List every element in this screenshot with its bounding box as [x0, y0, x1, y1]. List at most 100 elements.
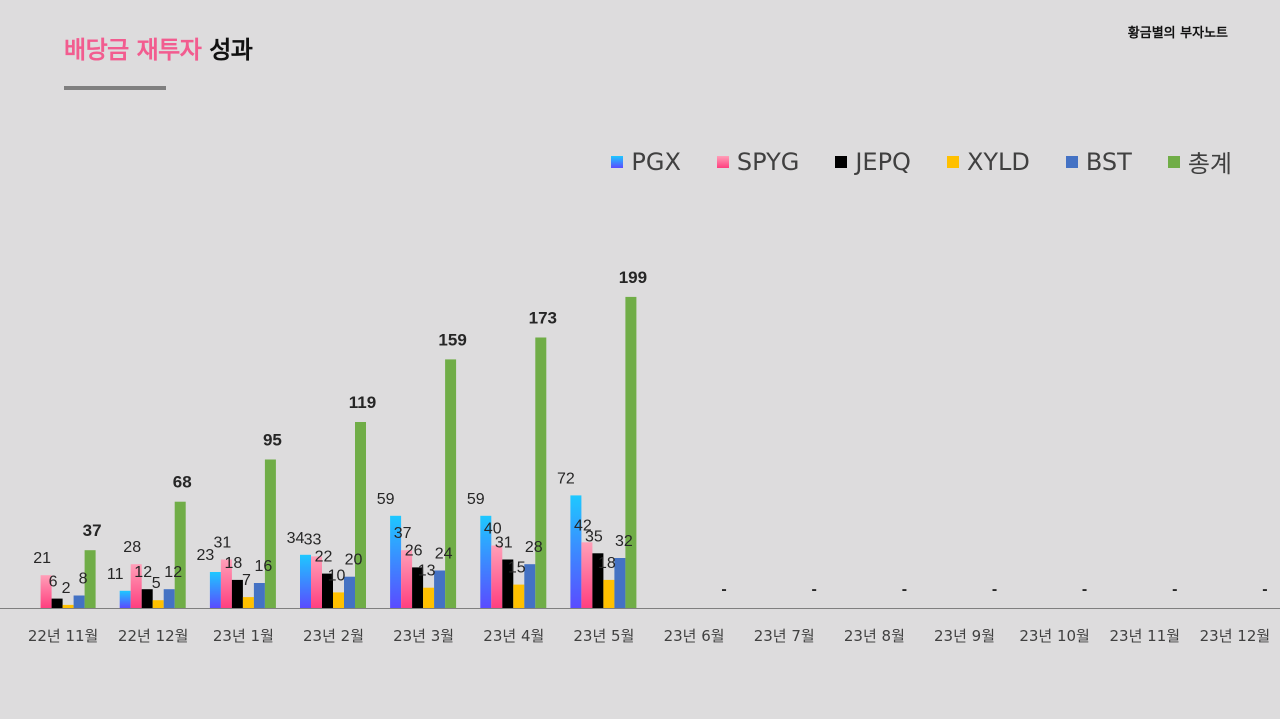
- bar-total: [535, 337, 547, 608]
- x-tick-label: 23년 2월: [303, 627, 364, 645]
- title-underline: [64, 86, 166, 90]
- bar-xyld: [333, 592, 344, 608]
- x-tick-label: 23년 4월: [483, 627, 544, 645]
- x-tick-label: 23년 3월: [393, 627, 454, 645]
- empty-value-label: -: [812, 581, 817, 598]
- total-label: 199: [619, 268, 647, 287]
- bar-total: [625, 296, 637, 608]
- bar-total: [264, 459, 276, 608]
- bar-xyld: [152, 600, 164, 608]
- brand-label: 황금별의 부자노트: [1127, 26, 1228, 41]
- data-label-jepq: 22: [315, 549, 333, 566]
- bar-jepq: [502, 559, 514, 608]
- data-label-jepq: 35: [585, 528, 603, 545]
- data-label-xyld: 5: [152, 575, 161, 592]
- data-label-xyld: 2: [62, 580, 71, 597]
- data-label-bst: 20: [345, 552, 363, 569]
- bar-jepq: [412, 567, 424, 608]
- bar-bst: [434, 570, 446, 608]
- legend-item-bst: BST: [1065, 148, 1132, 176]
- chart-legend: PGX SPYG JEPQ XYLD BST 총계: [575, 144, 1232, 179]
- legend-item-total: 총계: [1167, 144, 1232, 179]
- empty-value-label: -: [1082, 581, 1087, 598]
- bar-xyld: [423, 587, 435, 608]
- bar-total: [174, 501, 186, 608]
- bar-pgx: [390, 515, 402, 608]
- bar-bst: [524, 564, 536, 608]
- bar-pgx: [300, 554, 311, 608]
- legend-swatch-bst: [1065, 155, 1078, 168]
- data-label-bst: 12: [164, 564, 182, 581]
- data-label-spyg: 40: [484, 521, 502, 538]
- data-label-pgx: 23: [197, 547, 215, 564]
- title-plain: 성과: [209, 36, 253, 64]
- data-label-spyg: 21: [33, 550, 51, 567]
- bar-total: [84, 550, 96, 608]
- bar-bst: [163, 589, 175, 608]
- data-label-jepq: 31: [495, 535, 513, 552]
- x-tick-label: 23년 11월: [1110, 627, 1181, 645]
- legend-item-pgx: PGX: [611, 148, 681, 176]
- bar-jepq: [231, 579, 243, 608]
- title-accent: 배당금 재투자: [64, 36, 202, 64]
- page-title: 배당금 재투자 성과: [64, 30, 253, 65]
- data-label-xyld: 18: [598, 555, 616, 572]
- data-label-spyg: 28: [123, 539, 141, 556]
- x-tick-label: 23년 9월: [934, 627, 995, 645]
- empty-value-label: -: [992, 581, 997, 598]
- x-tick-label: 22년 12월: [118, 627, 189, 645]
- data-label-bst: 32: [615, 533, 633, 550]
- x-tick-label: 23년 5월: [573, 627, 634, 645]
- x-tick-label: 23년 10월: [1019, 627, 1090, 645]
- empty-value-label: -: [1172, 581, 1177, 598]
- bar-jepq: [141, 589, 153, 608]
- bar-spyg: [401, 550, 413, 608]
- empty-value-label: -: [721, 581, 726, 598]
- bar-bst: [73, 595, 85, 608]
- bar-spyg: [581, 542, 593, 608]
- bar-pgx: [209, 572, 221, 608]
- data-label-pgx: 59: [467, 491, 485, 508]
- bar-xyld: [603, 579, 615, 608]
- data-label-pgx: 72: [557, 470, 575, 487]
- legend-swatch-xyld: [946, 155, 959, 168]
- legend-swatch-jepq: [835, 155, 848, 168]
- data-label-pgx: 59: [377, 491, 395, 508]
- legend-label-spyg: SPYG: [736, 147, 800, 176]
- bar-spyg: [311, 556, 322, 608]
- bar-total: [445, 359, 457, 608]
- data-label-spyg: 42: [574, 517, 592, 534]
- data-label-xyld: 10: [328, 567, 346, 584]
- x-tick-label: 23년 6월: [664, 627, 725, 645]
- bar-pgx: [119, 590, 131, 608]
- data-label-bst: 16: [255, 558, 273, 575]
- total-label: 173: [529, 309, 557, 328]
- bar-jepq: [592, 553, 604, 608]
- total-label: 119: [349, 393, 376, 412]
- x-tick-label: 23년 1월: [213, 627, 274, 645]
- data-label-jepq: 18: [225, 555, 243, 572]
- data-label-jepq: 6: [49, 574, 58, 591]
- data-label-pgx: 11: [107, 566, 124, 583]
- bar-spyg: [220, 559, 232, 608]
- data-label-spyg: 33: [304, 531, 322, 548]
- legend-label-pgx: PGX: [631, 147, 681, 176]
- legend-item-xyld: XYLD: [946, 148, 1030, 176]
- bar-xyld: [513, 584, 525, 608]
- legend-swatch-pgx: [611, 155, 624, 168]
- data-label-spyg: 37: [394, 525, 412, 542]
- bar-xyld: [62, 604, 74, 608]
- legend-label-jepq: JEPQ: [855, 147, 911, 176]
- data-label-jepq: 26: [405, 542, 423, 559]
- legend-swatch-spyg: [716, 155, 729, 168]
- data-label-jepq: 12: [134, 564, 152, 581]
- legend-item-jepq: JEPQ: [835, 148, 911, 176]
- data-label-xyld: 7: [242, 572, 251, 589]
- bar-spyg: [130, 564, 142, 608]
- empty-value-label: -: [1262, 581, 1267, 598]
- total-label: 68: [173, 473, 192, 492]
- total-label: 159: [438, 330, 466, 349]
- x-tick-label: 23년 8월: [844, 627, 905, 645]
- x-tick-label: 23년 12월: [1200, 627, 1271, 645]
